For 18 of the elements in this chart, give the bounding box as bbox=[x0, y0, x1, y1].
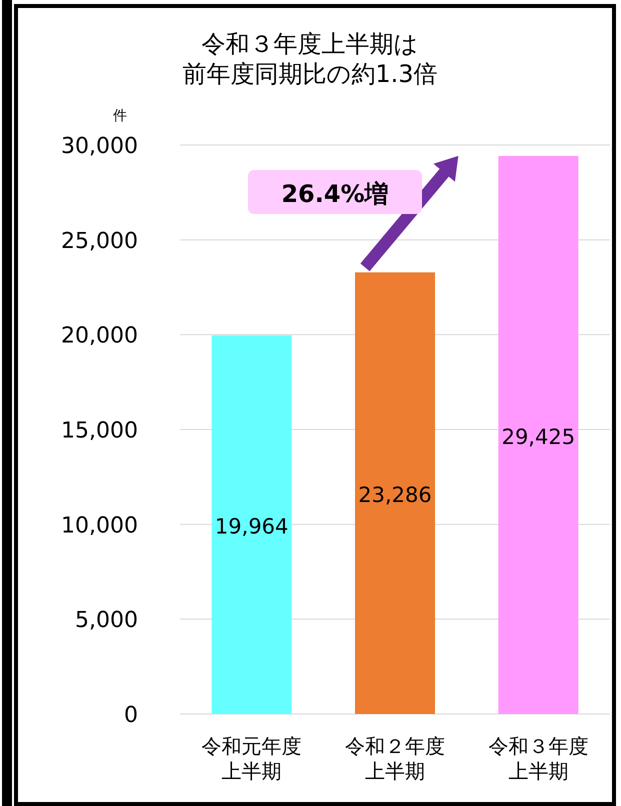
data-label: 19,964 bbox=[214, 514, 288, 539]
data-label: 29,425 bbox=[502, 424, 576, 449]
y-tick-label: 25,000 bbox=[61, 228, 138, 254]
annotation: 26.4%増 bbox=[281, 180, 389, 208]
y-axis-title: 件 bbox=[113, 108, 127, 124]
y-tick-label: 0 bbox=[124, 703, 138, 728]
y-tick-label: 15,000 bbox=[61, 418, 138, 444]
x-tick-label: 令和３年度上半期 bbox=[488, 734, 588, 783]
bar bbox=[212, 335, 292, 714]
chart-title: 令和３年度上半期は前年度同期比の約1.3倍 bbox=[182, 30, 438, 88]
x-tick-label: 令和元年度上半期 bbox=[202, 734, 302, 783]
y-tick-label: 5,000 bbox=[75, 608, 138, 634]
x-tick-label: 令和２年度上半期 bbox=[345, 734, 445, 783]
data-label: 23,286 bbox=[358, 483, 432, 508]
y-tick-label: 10,000 bbox=[61, 513, 138, 538]
y-tick-label: 30,000 bbox=[61, 134, 138, 159]
y-tick-label: 20,000 bbox=[61, 324, 138, 349]
bar bbox=[498, 156, 578, 714]
